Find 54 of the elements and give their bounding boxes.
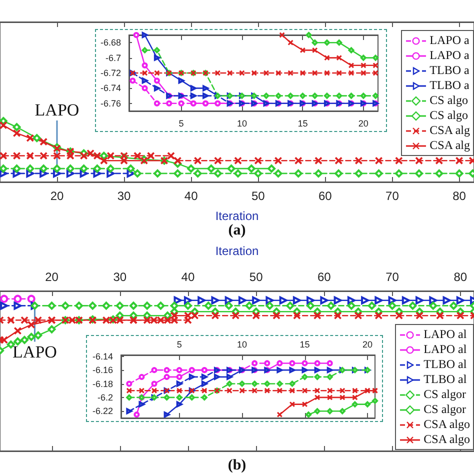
y-tick-label: -6.76 bbox=[100, 98, 121, 108]
legend-label: CSA algo bbox=[424, 432, 470, 447]
x-tick-label: 70 bbox=[386, 189, 400, 203]
legend-label: TLBO al bbox=[424, 372, 467, 387]
legend-label: LAPO a bbox=[430, 48, 470, 63]
x-tick-label: 20 bbox=[45, 270, 59, 284]
y-tick-label: -6.68 bbox=[100, 38, 121, 48]
legend-label: CSA algo bbox=[424, 417, 470, 432]
legend-label: TLBO a bbox=[430, 63, 470, 78]
x-tick-label: 40 bbox=[184, 189, 198, 203]
x-tick-label: 80 bbox=[452, 189, 466, 203]
x-tick-label: 20 bbox=[362, 340, 372, 350]
x-tick-label: 20 bbox=[358, 118, 368, 128]
x-axis-title: Iteration bbox=[215, 244, 259, 258]
legend-label: TLBO a bbox=[430, 78, 470, 93]
legend-label: CSA alg bbox=[430, 123, 470, 138]
y-tick-label: -6.16 bbox=[92, 365, 113, 376]
legend-label: LAPO a bbox=[430, 33, 470, 48]
annotation: LAPO bbox=[12, 342, 57, 362]
x-tick-label: 30 bbox=[113, 270, 127, 284]
x-tick-label: 10 bbox=[236, 118, 247, 128]
legend-label: LAPO al bbox=[424, 327, 467, 342]
x-tick-label: 60 bbox=[318, 189, 332, 203]
y-tick-label: -6.72 bbox=[100, 68, 121, 78]
y-tick-label: -6.14 bbox=[92, 351, 113, 362]
x-tick-label: 80 bbox=[454, 270, 468, 284]
legend-label: CSA alg bbox=[430, 138, 470, 153]
x-tick-label: 70 bbox=[386, 270, 400, 284]
x-tick-label: 5 bbox=[176, 340, 182, 350]
legend-label: CS algor bbox=[424, 402, 466, 417]
x-tick-label: 50 bbox=[249, 270, 264, 284]
legend-label: CS algor bbox=[424, 387, 466, 402]
x-tick-label: 40 bbox=[181, 270, 195, 284]
legend-label: LAPO al bbox=[424, 342, 467, 357]
legend-label: CS algo bbox=[430, 93, 468, 108]
text: (a) bbox=[228, 222, 246, 238]
x-tick-label: 10 bbox=[237, 340, 248, 350]
x-tick-label: 50 bbox=[251, 189, 266, 203]
x-tick-label: 5 bbox=[178, 118, 184, 128]
x-axis-title: Iteration bbox=[215, 209, 259, 223]
text: (b) bbox=[228, 458, 246, 474]
legend-label: CS algo bbox=[430, 108, 468, 123]
y-tick-label: -6.7 bbox=[105, 52, 121, 63]
x-tick-label: 60 bbox=[317, 270, 332, 284]
x-tick-label: 30 bbox=[117, 189, 132, 203]
annotation: LAPO bbox=[34, 100, 80, 120]
x-tick-label: 15 bbox=[298, 118, 308, 128]
y-tick-label: -6.18 bbox=[92, 378, 113, 389]
legend-label: TLBO al bbox=[424, 357, 467, 372]
y-tick-label: -6.74 bbox=[100, 83, 121, 94]
x-tick-label: 20 bbox=[50, 189, 64, 203]
y-tick-label: -6.2 bbox=[97, 392, 113, 402]
x-tick-label: 15 bbox=[300, 340, 310, 350]
y-tick-label: -6.22 bbox=[92, 406, 113, 416]
